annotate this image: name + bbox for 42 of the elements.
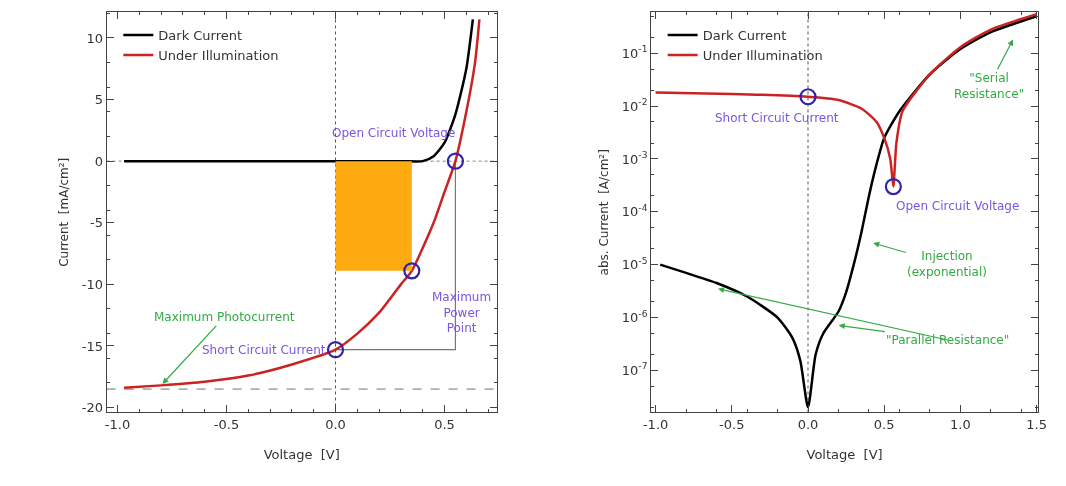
x-axis-title: Voltage [V] [806,446,883,462]
x-tick-label: 0.0 [325,417,346,433]
x-tick-label: 0.0 [797,417,819,433]
y-tick-label: 10 [86,30,104,46]
y-axis-title: Current [mA/cm²] [57,157,72,267]
legend-label: Under Illumination [158,48,279,63]
x-tick-label: -0.5 [213,417,240,433]
x-tick-label: 1.0 [950,417,971,433]
x-axis-title: Voltage [V] [263,446,340,462]
y-tick-label: 10$^{-7}$ [621,361,648,378]
y-tick-label: -15 [81,338,104,354]
annotation: Maximum Photocurrent [154,310,295,324]
y-tick-label: 10$^{-4}$ [621,202,648,220]
y-tick-label: 10$^{-1}$ [621,44,648,61]
annotation: "Serial Resistance" [954,71,1025,101]
annotation: Short Circuit Current [715,111,839,125]
y-tick-label: -20 [81,400,104,416]
annotation: Open Circuit Voltage [896,199,1020,213]
legend-label: Dark Current [702,28,787,44]
y-axis-title: abs. Current [A/cm²] [597,149,612,276]
y-tick-label: 10$^{-6}$ [621,308,648,326]
y-tick-label: 0 [94,153,104,169]
x-tick-label: -1.0 [104,417,131,433]
x-tick-label: 1.5 [1026,417,1047,433]
y-tick-label: 10$^{-3}$ [621,150,648,167]
point [446,152,465,170]
legend-label: Dark Current [158,28,243,44]
point [326,341,345,359]
y-tick-label: 10$^{-2}$ [621,97,648,114]
annotation: Short Circuit Current [202,343,326,357]
y-tick-label: -10 [81,276,104,292]
point [403,262,421,280]
annotation: "Parallel Resistance" [886,333,1010,347]
x-tick-label: 0.5 [434,417,455,433]
x-tick-label: -0.5 [719,417,745,433]
y-tick-label: 10$^{-5}$ [621,255,648,273]
x-tick-label: 0.5 [873,417,895,433]
y-tick-label: 5 [94,92,104,108]
annotation: Injection (exponential) [907,249,987,279]
legend-label: Under Illumination [702,48,823,63]
y-tick-label: -5 [90,215,104,231]
x-tick-label: -1.0 [642,417,669,433]
